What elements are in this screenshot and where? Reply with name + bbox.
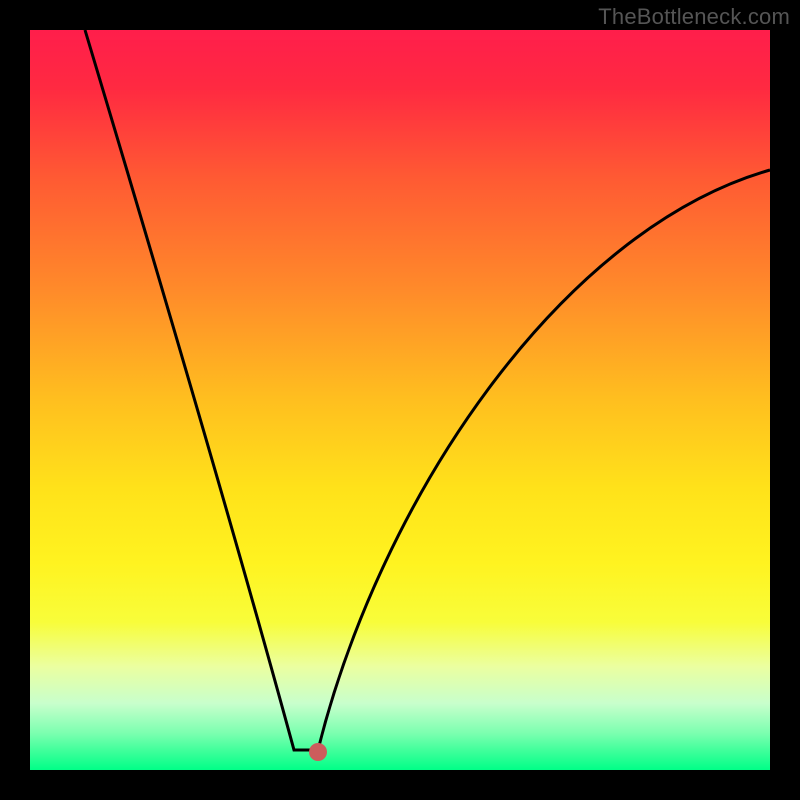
chart-canvas <box>0 0 800 800</box>
optimum-marker <box>309 743 327 761</box>
bottleneck-chart: TheBottleneck.com <box>0 0 800 800</box>
watermark-text: TheBottleneck.com <box>598 4 790 30</box>
plot-background <box>30 30 770 770</box>
